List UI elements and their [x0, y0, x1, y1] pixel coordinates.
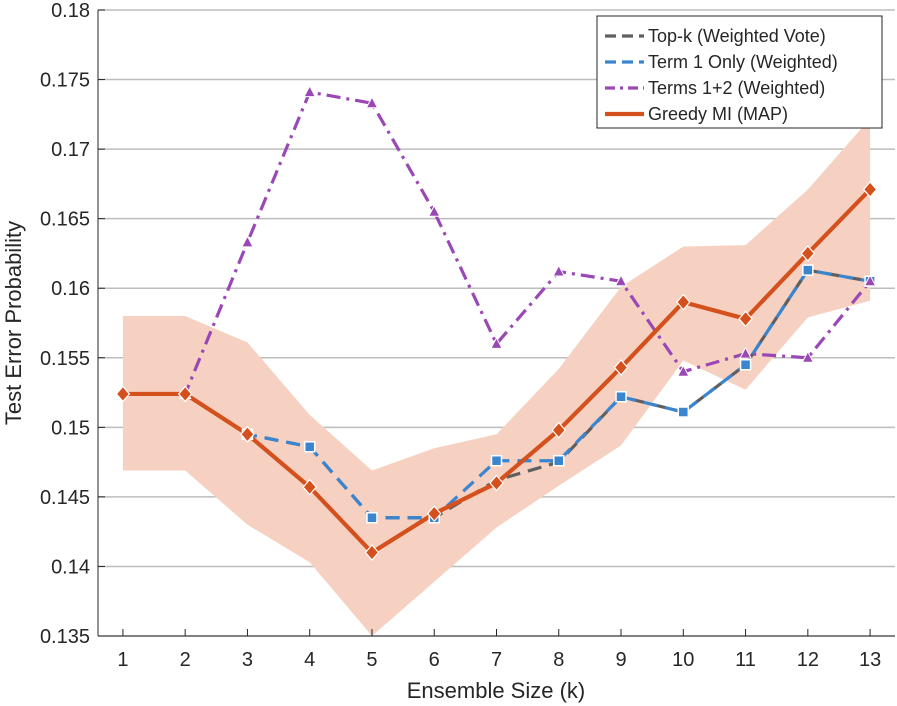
data-point-3-0 [115, 385, 131, 403]
x-ticks: 1 2 3 4 5 6 7 8 9 10 11 12 13 [117, 629, 881, 671]
y-tick-label: 0.135 [40, 626, 90, 648]
data-point-1-7 [553, 454, 565, 467]
y-tick-label: 0.165 [40, 209, 90, 231]
y-tick-label: 0.155 [40, 348, 90, 370]
x-axis-label: Ensemble Size (k) [407, 678, 586, 703]
data-point-3-7 [551, 421, 567, 439]
y-axis-label: Test Error Probability [1, 221, 26, 425]
data-point-2-4 [365, 96, 379, 109]
data-point-3-1 [177, 385, 193, 403]
legend: Top-k (Weighted Vote) Term 1 Only (Weight… [596, 15, 883, 129]
x-tick-label: 6 [429, 649, 440, 671]
data-point-3-2 [240, 425, 255, 443]
y-tick-label: 0.18 [51, 0, 90, 22]
data-point-2-2 [241, 235, 254, 248]
data-point-1-10 [739, 358, 752, 371]
x-tick-label: 4 [304, 649, 315, 671]
data-point-1-9 [677, 406, 690, 418]
x-tick-label: 9 [615, 649, 626, 671]
data-point-2-9 [676, 364, 690, 377]
data-point-3-10 [738, 310, 753, 328]
x-tick-label: 13 [859, 649, 881, 671]
series-markers [115, 84, 878, 561]
data-point-2-11 [801, 350, 815, 363]
x-tick-label: 7 [491, 649, 502, 671]
data-point-2-5 [427, 204, 441, 217]
legend-label-0: Top-k (Weighted Vote) [648, 26, 826, 46]
y-tick-label: 0.145 [40, 487, 90, 509]
legend-label-3: Greedy MI (MAP) [648, 104, 788, 124]
y-tick-label: 0.15 [51, 417, 90, 439]
data-point-3-8 [613, 359, 629, 376]
y-tick-label: 0.17 [51, 139, 90, 161]
legend-label-2: Terms 1+2 (Weighted) [648, 78, 825, 98]
legend-box [596, 15, 883, 129]
data-point-2-7 [552, 264, 566, 277]
data-point-1-3 [303, 441, 316, 453]
x-tick-label: 3 [242, 649, 253, 671]
y-tick-label: 0.14 [51, 556, 90, 578]
data-point-1-11 [802, 264, 814, 276]
data-point-3-4 [364, 544, 380, 561]
data-point-1-4 [366, 512, 378, 524]
x-tick-label: 2 [180, 649, 191, 671]
x-tick-label: 12 [797, 649, 819, 671]
data-point-2-8 [614, 274, 628, 287]
data-point-1-6 [490, 454, 503, 467]
x-tick-label: 10 [672, 649, 694, 671]
data-point-3-5 [426, 505, 442, 522]
confidence-band [122, 118, 871, 637]
y-tick-label: 0.16 [51, 278, 90, 300]
x-tick-label: 1 [117, 649, 128, 671]
data-point-3-12 [862, 181, 878, 198]
data-point-3-3 [302, 478, 317, 496]
y-ticks: 0.135 0.14 0.145 0.15 0.155 0.16 0.165 0.17 0.17… [40, 0, 105, 648]
x-tick-label: 5 [366, 649, 377, 671]
y-tick-label: 0.175 [40, 70, 90, 92]
data-point-3-9 [676, 293, 691, 311]
data-point-2-12 [863, 274, 877, 287]
data-point-3-11 [800, 245, 816, 262]
data-point-2-3 [303, 84, 317, 98]
data-point-3-6 [489, 474, 504, 492]
legend-label-1: Term 1 Only (Weighted) [648, 52, 838, 72]
x-tick-label: 8 [553, 649, 564, 671]
data-point-2-6 [490, 336, 503, 349]
data-point-1-8 [615, 390, 627, 403]
data-point-2-10 [739, 346, 752, 359]
x-tick-label: 11 [735, 649, 756, 671]
